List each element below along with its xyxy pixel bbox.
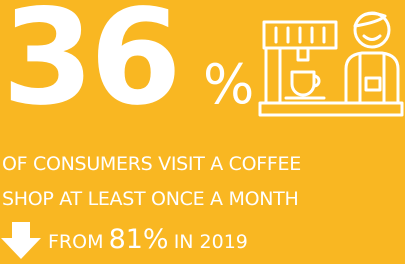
down-arrow (0, 222, 42, 260)
infographic: 36 % OF CONSUMERS VISIT A COFFEE SHOP AT… (0, 0, 405, 264)
stat-unit: % (203, 58, 254, 112)
comparison-value: 81% (109, 224, 169, 255)
coffee-icon (258, 0, 405, 120)
description-line: SHOP AT LEAST ONCE A MONTH (2, 190, 298, 209)
comparison-prefix: FROM (48, 231, 103, 253)
stat-number: 36 (2, 0, 178, 124)
description-line: OF CONSUMERS VISIT A COFFEE (2, 155, 301, 174)
comparison-suffix: IN 2019 (174, 231, 248, 253)
comparison: FROM 81% IN 2019 (48, 226, 248, 253)
